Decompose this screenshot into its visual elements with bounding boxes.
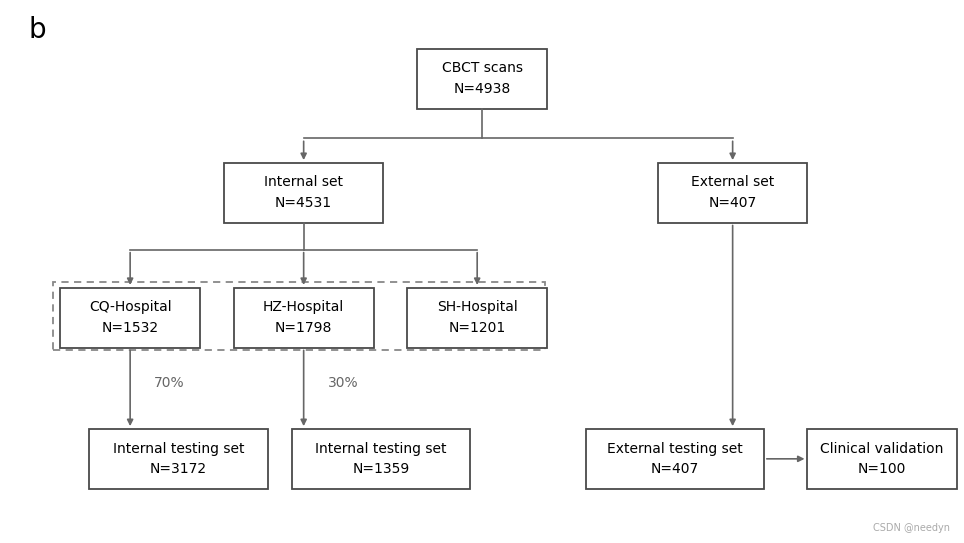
FancyBboxPatch shape: [657, 163, 808, 223]
FancyBboxPatch shape: [291, 429, 470, 489]
FancyBboxPatch shape: [89, 429, 267, 489]
FancyBboxPatch shape: [233, 288, 373, 348]
Text: SH-Hospital
N=1201: SH-Hospital N=1201: [437, 300, 518, 335]
Text: CBCT scans
N=4938: CBCT scans N=4938: [442, 61, 522, 96]
Text: CQ-Hospital
N=1532: CQ-Hospital N=1532: [89, 300, 172, 335]
Text: Internal testing set
N=3172: Internal testing set N=3172: [113, 441, 244, 476]
FancyBboxPatch shape: [407, 288, 548, 348]
FancyBboxPatch shape: [585, 429, 763, 489]
Text: Clinical validation
N=100: Clinical validation N=100: [820, 441, 944, 476]
Text: External set
N=407: External set N=407: [691, 175, 774, 210]
Text: Internal testing set
N=1359: Internal testing set N=1359: [315, 441, 446, 476]
FancyBboxPatch shape: [61, 288, 201, 348]
Text: Internal set
N=4531: Internal set N=4531: [264, 175, 343, 210]
Text: 30%: 30%: [328, 376, 359, 390]
Text: b: b: [29, 16, 46, 45]
FancyBboxPatch shape: [224, 163, 383, 223]
Text: 70%: 70%: [154, 376, 185, 390]
FancyBboxPatch shape: [808, 429, 956, 489]
Text: CSDN @needyn: CSDN @needyn: [872, 523, 950, 533]
Text: HZ-Hospital
N=1798: HZ-Hospital N=1798: [263, 300, 344, 335]
FancyBboxPatch shape: [416, 49, 548, 109]
Text: External testing set
N=407: External testing set N=407: [607, 441, 742, 476]
